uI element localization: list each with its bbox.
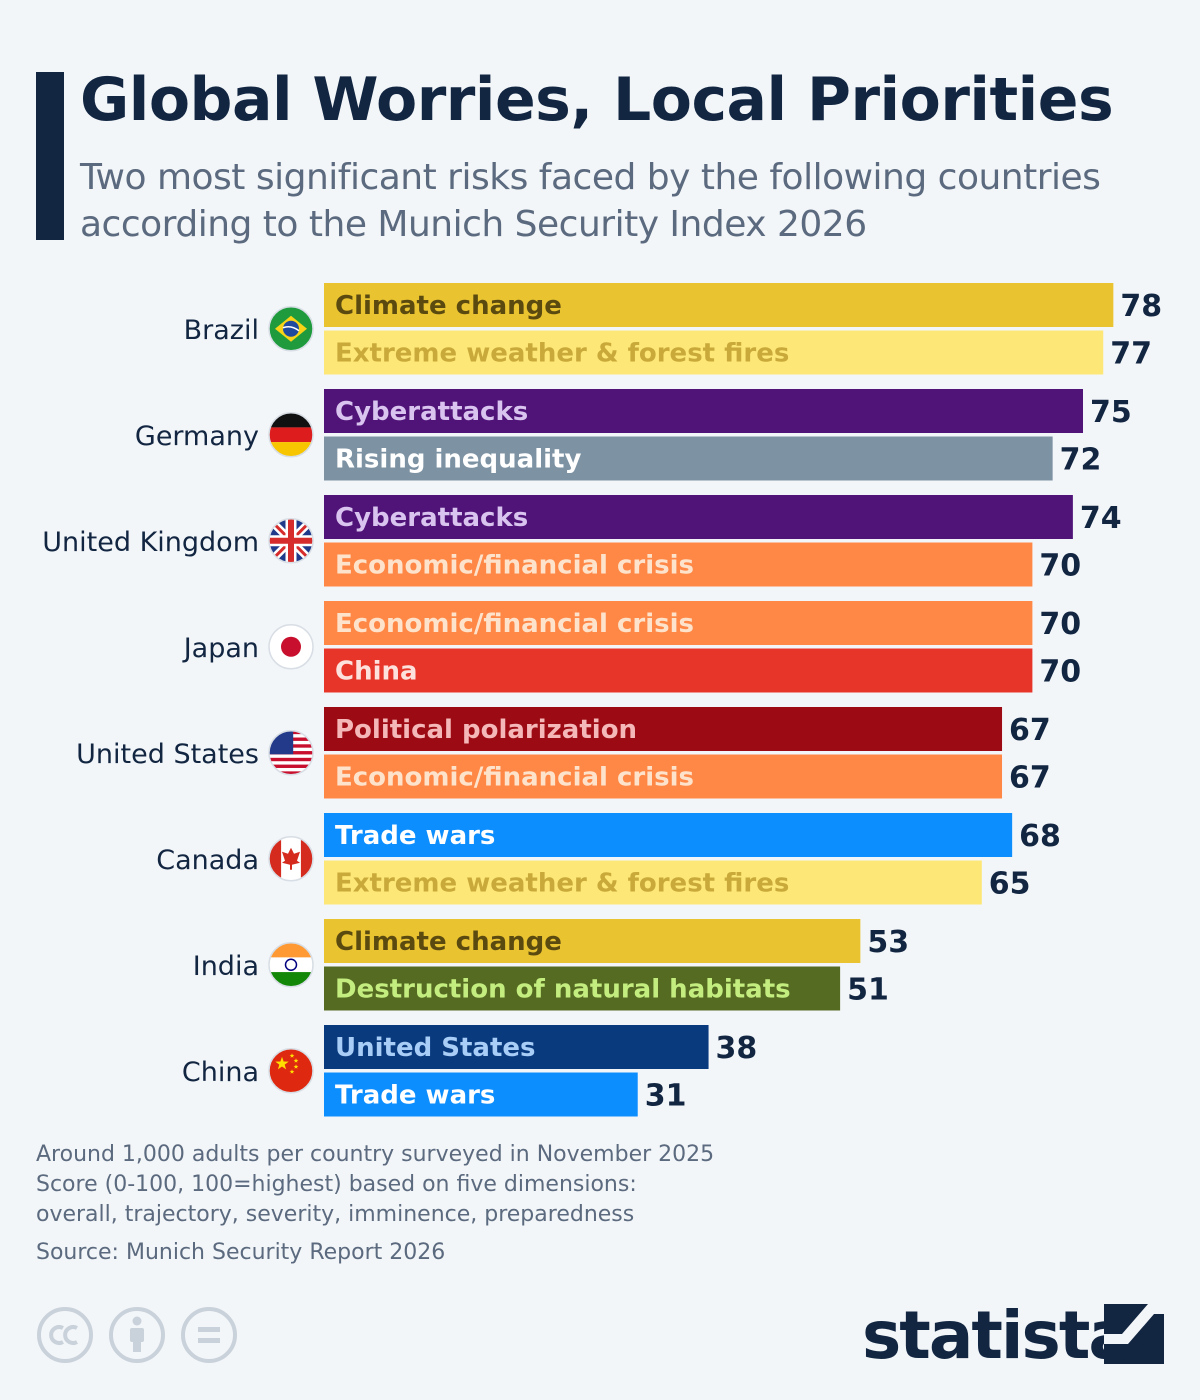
bar <box>324 601 1033 645</box>
value-label: 77 <box>1110 337 1152 372</box>
source-note: Source: Munich Security Report 2026 <box>36 1240 446 1265</box>
bar-label: Trade wars <box>335 1081 495 1111</box>
value-label: 51 <box>847 973 889 1008</box>
bar-label: Cyberattacks <box>335 503 528 533</box>
bar-label: Economic/financial crisis <box>335 609 694 639</box>
title-accent-bar <box>36 72 64 240</box>
bar <box>324 1072 638 1117</box>
creative-commons-icon[interactable] <box>36 1306 94 1364</box>
note-line: overall, trajectory, severity, imminence… <box>36 1202 635 1227</box>
country-label: Germany <box>135 421 259 452</box>
value-label: 70 <box>1039 549 1081 584</box>
bar-chart: Brazil Climate change 78 Extreme weather & … <box>42 283 1162 1117</box>
value-label: 38 <box>716 1031 758 1066</box>
note-line: Around 1,000 adults per country surveyed… <box>36 1142 715 1167</box>
value-label: 65 <box>989 867 1031 902</box>
note-line: Score (0-100, 100=highest) based on five… <box>36 1172 637 1197</box>
country-label: United States <box>76 739 259 770</box>
bar <box>324 436 1053 481</box>
bar <box>324 542 1033 587</box>
value-label: 31 <box>645 1079 687 1114</box>
bar <box>324 1025 709 1069</box>
japan-flag <box>269 624 313 669</box>
statista-logo-text[interactable]: statista <box>862 1297 1133 1374</box>
value-label: 78 <box>1120 289 1162 324</box>
no-derivatives-icon[interactable] <box>180 1306 238 1364</box>
country-label: Brazil <box>184 315 259 346</box>
country-group: China United States 38 Trade wars 31 <box>182 1025 757 1117</box>
bar-label: Climate change <box>335 291 562 321</box>
value-label: 74 <box>1080 501 1122 536</box>
country-label: Japan <box>182 633 259 664</box>
bar-label: Climate change <box>335 927 562 957</box>
value-label: 67 <box>1009 761 1051 796</box>
bar-label: Rising inequality <box>335 445 581 475</box>
bar-label: Extreme weather & forest fires <box>335 869 789 899</box>
bar <box>324 966 841 1011</box>
brazil-flag <box>269 306 313 351</box>
bar-label: Political polarization <box>335 715 637 745</box>
bar-label: Extreme weather & forest fires <box>335 339 789 369</box>
bar-label: United States <box>335 1033 536 1063</box>
bar <box>324 495 1073 539</box>
bar <box>324 707 1003 751</box>
bar <box>324 860 982 905</box>
bar <box>324 813 1013 857</box>
value-label: 68 <box>1019 819 1061 854</box>
value-label: 70 <box>1039 655 1081 690</box>
country-group: United States Political polarization 67 Eco… <box>76 707 1051 799</box>
statista-logo-icon[interactable] <box>1104 1304 1164 1364</box>
value-label: 70 <box>1039 607 1081 642</box>
chart-title: Global Worries, Local Priorities <box>80 65 1114 135</box>
country-group: Germany Cyberattacks 75 Rising inequality 72 <box>135 389 1132 481</box>
chart-notes: Around 1,000 adults per country surveyed… <box>36 1140 836 1230</box>
country-label: Canada <box>156 845 259 876</box>
chart-subtitle: Two most significant risks faced by the … <box>80 157 1101 245</box>
country-group: Canada Trade wars 68 Extreme weather & fore… <box>156 813 1061 905</box>
bar <box>324 648 1033 693</box>
bar-label: Destruction of natural habitats <box>335 975 791 1005</box>
bar-label: China <box>335 657 418 687</box>
china-flag <box>269 1048 313 1093</box>
bar <box>324 330 1104 375</box>
bar <box>324 919 861 963</box>
country-group: Brazil Climate change 78 Extreme weather & … <box>184 283 1162 375</box>
attribution-icon[interactable] <box>108 1306 166 1364</box>
uk-flag <box>269 518 313 563</box>
value-label: 75 <box>1090 395 1132 430</box>
bar <box>324 754 1003 799</box>
country-label: United Kingdom <box>42 527 259 558</box>
bar-label: Trade wars <box>335 821 495 851</box>
country-label: China <box>182 1057 259 1088</box>
country-group: United Kingdom Cyberattacks 74 Economic/fin… <box>42 495 1122 587</box>
country-group: Japan Economic/financial crisis 70 China 70 <box>182 601 1081 693</box>
value-label: 53 <box>867 925 909 960</box>
bar <box>324 389 1083 433</box>
bar-label: Cyberattacks <box>335 397 528 427</box>
value-label: 72 <box>1060 443 1102 478</box>
bar-label: Economic/financial crisis <box>335 551 694 581</box>
bar-label: Economic/financial crisis <box>335 763 694 793</box>
country-label: India <box>193 951 259 982</box>
bar <box>324 283 1114 327</box>
value-label: 67 <box>1009 713 1051 748</box>
country-group: India Climate change 53 Destruction of natu… <box>193 919 909 1011</box>
